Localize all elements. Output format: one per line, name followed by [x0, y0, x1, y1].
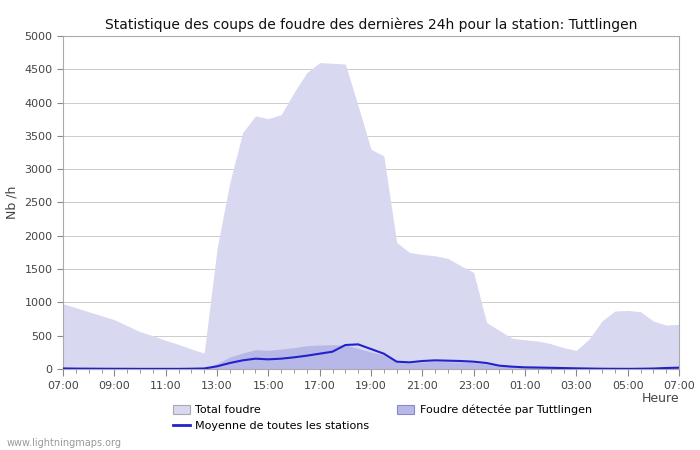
Title: Statistique des coups de foudre des dernières 24h pour la station: Tuttlingen: Statistique des coups de foudre des dern…: [105, 18, 637, 32]
Legend: Total foudre, Moyenne de toutes les stations, Foudre détectée par Tuttlingen: Total foudre, Moyenne de toutes les stat…: [174, 405, 592, 431]
Y-axis label: Nb /h: Nb /h: [6, 186, 19, 219]
Text: www.lightningmaps.org: www.lightningmaps.org: [7, 438, 122, 448]
Text: Heure: Heure: [641, 392, 679, 405]
